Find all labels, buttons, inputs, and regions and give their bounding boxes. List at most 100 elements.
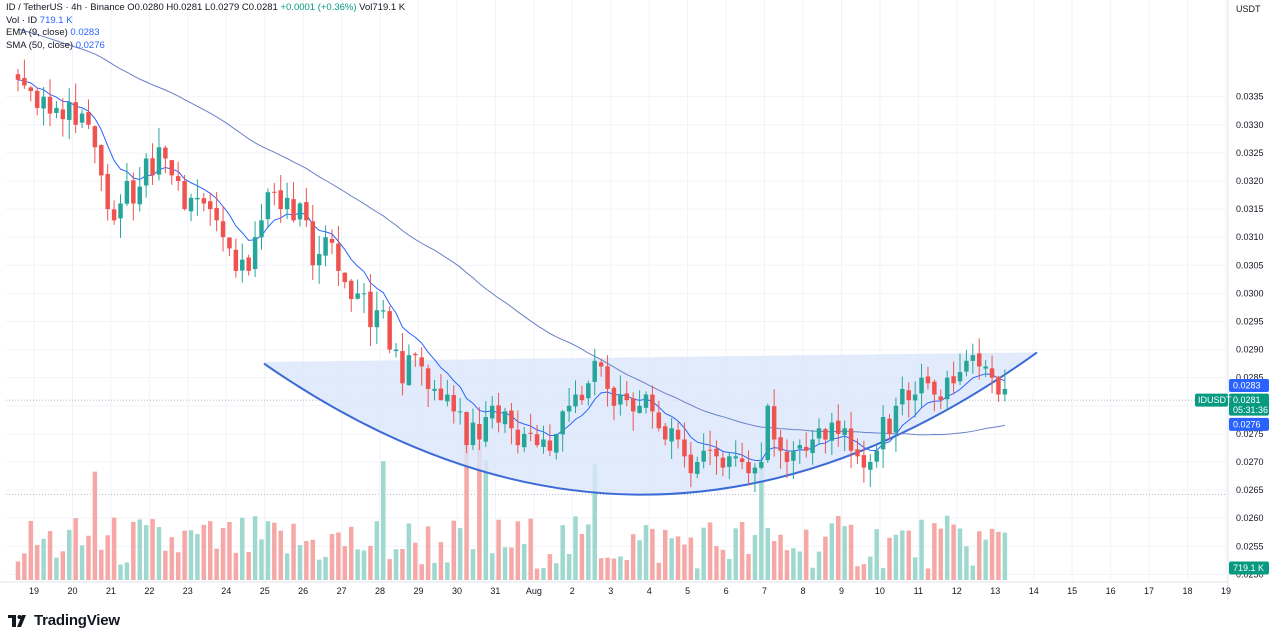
candle-body [457, 411, 463, 413]
price-tick-label: 0.0295 [1236, 316, 1264, 326]
date-tick-label: 9 [839, 586, 844, 596]
candle-body [778, 437, 783, 451]
candle-body [28, 87, 34, 92]
candle-body [656, 412, 662, 429]
candle-body [874, 450, 879, 462]
candle-body [784, 451, 790, 462]
volume-legend[interactable]: Vol · ID 719.1 K [6, 15, 405, 28]
volume-bar [842, 526, 847, 580]
volume-bar [720, 549, 726, 580]
candle-body [970, 355, 976, 361]
price-tick-label: 0.0265 [1236, 485, 1264, 495]
price-tick-label: 0.0290 [1236, 345, 1264, 355]
volume-bar [291, 523, 296, 580]
volume-bar [970, 565, 976, 580]
volume-bar [592, 464, 597, 580]
candle-body [688, 454, 694, 474]
price-change: +0.0001 (+0.36%) [280, 2, 357, 13]
cup-curve [263, 351, 1038, 496]
ema-value: 0.0283 [70, 27, 100, 38]
volume-bar [406, 523, 412, 580]
price-axis[interactable]: 0.0335 0.0330 0.0325 0.0320 0.0315 0.0310 0.03… [1227, 0, 1264, 600]
volume-bar [618, 556, 623, 580]
ema-legend[interactable]: EMA (9, close) 0.0283 [6, 27, 405, 40]
candle-body [912, 394, 918, 401]
volume-bar [304, 541, 309, 580]
candle-body [598, 362, 604, 367]
volume-bar [656, 562, 662, 580]
volume-bar [41, 538, 46, 580]
volume-bar [912, 557, 918, 580]
volume-bar [925, 568, 931, 580]
candle-body [541, 439, 546, 447]
volume-bar [182, 530, 187, 580]
volume-bar [445, 562, 450, 580]
volume-bar [137, 519, 142, 580]
candle-body [124, 180, 130, 204]
volume-bar [868, 556, 873, 580]
candle-body [137, 186, 142, 205]
volume-bar [528, 518, 533, 580]
volume-bar [803, 529, 809, 580]
volume-bar [573, 516, 578, 580]
candle-body [182, 181, 187, 210]
volume-bar [355, 549, 360, 580]
candle-body [855, 449, 860, 457]
symbol-tag [1195, 393, 1228, 407]
symbol-row[interactable]: ID / TetherUS · 4h · Binance O0.0280 H0.… [6, 2, 405, 15]
time-axis[interactable]: 19 20 21 22 23 24 25 26 27 28 29 30 31 Aug 2 3 4 5 6 7 8 9 10 1… [0, 581, 1231, 596]
candle-body [233, 249, 239, 271]
candle-body [586, 383, 591, 399]
volume-bar [489, 553, 495, 580]
volume-bar [342, 546, 348, 580]
current-price-text: 0.0281 [1233, 395, 1261, 405]
sma-price-tag-text: 0.0276 [1233, 419, 1261, 429]
candle-body [387, 311, 392, 350]
volume-bar [464, 445, 469, 580]
candle-body [368, 291, 373, 328]
volume-bar [451, 520, 456, 580]
volume-bar [22, 553, 27, 580]
candle-body [374, 310, 380, 328]
volume-bar [60, 551, 66, 580]
sma-price-tag [1229, 417, 1269, 431]
date-tick-label: 19 [1221, 586, 1231, 596]
volume-bar [28, 520, 34, 580]
candle-body [727, 456, 732, 467]
candle-body [983, 366, 988, 369]
sma-legend[interactable]: SMA (50, close) 0.0276 [6, 40, 405, 53]
candle-body [976, 353, 982, 367]
candle-body [701, 450, 706, 462]
volume-bar [669, 538, 674, 580]
volume-bar [509, 547, 514, 580]
candle-body [752, 467, 758, 474]
volume-bar [470, 549, 476, 580]
symbol-title[interactable]: ID / TetherUS · 4h · Binance [6, 2, 125, 13]
price-tick-label: 0.0315 [1236, 204, 1264, 214]
candle-body [803, 446, 809, 451]
candle-body [361, 293, 367, 295]
candle-body [618, 394, 623, 405]
candle-body [15, 74, 21, 80]
volume-bar [156, 527, 162, 580]
volume-bar [688, 537, 694, 580]
volume-bar [361, 550, 367, 580]
volume-bar [214, 548, 219, 580]
volume-bar [560, 525, 565, 580]
volume-bar [515, 521, 521, 580]
candle-body [79, 113, 85, 123]
date-tick-label: 14 [1029, 586, 1039, 596]
candle-body [650, 394, 655, 412]
countdown-text: 05:31:36 [1233, 405, 1268, 415]
volume-bar [15, 561, 21, 580]
brand-footer[interactable]: TradingView [8, 612, 120, 629]
candle-body [489, 405, 495, 419]
price-tick-label: 0.0300 [1236, 288, 1264, 298]
volume-bar [188, 530, 194, 580]
volume-bar [906, 530, 911, 580]
candle-body [502, 411, 508, 425]
volume-bar [195, 534, 200, 580]
candle-body [41, 96, 46, 109]
date-tick-label: 30 [452, 586, 462, 596]
